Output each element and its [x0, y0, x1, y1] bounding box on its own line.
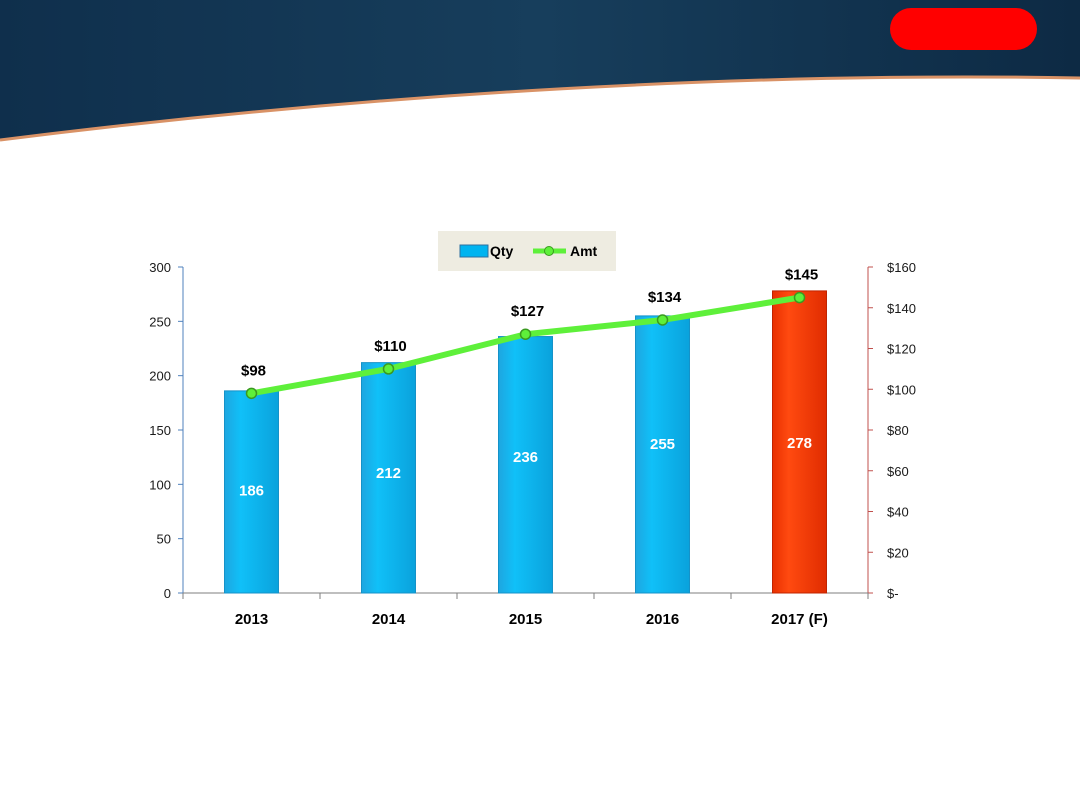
legend-qty-swatch: [459, 244, 489, 258]
x-category-label: 2016: [646, 611, 679, 628]
y-right-tick-label: $-: [887, 586, 899, 601]
axes: 0 50 100 150 200 250 300 $- $20 $40 $60 $80 $100 $120…: [149, 260, 916, 628]
y-left-tick-label: 50: [157, 532, 171, 547]
legend-amt-marker: [544, 246, 554, 256]
x-category-label: 2017 (F): [771, 611, 828, 628]
amt-line: $98 $110 $127 $134 $145: [241, 267, 818, 400]
amt-point-label: $127: [511, 303, 544, 320]
y-left-tick-label: 300: [149, 260, 171, 275]
y-left-tick-label: 0: [164, 586, 171, 601]
amt-point: [519, 328, 532, 340]
amt-point-label: $145: [785, 267, 818, 284]
badge-pill: [890, 8, 1037, 50]
amt-point-label: $110: [374, 338, 407, 355]
y-right-tick-label: $80: [887, 423, 909, 438]
qty-bar: [635, 315, 690, 594]
y-left-tick-label: 250: [149, 314, 171, 329]
x-category-label: 2014: [372, 611, 406, 628]
y-left-tick-label: 100: [149, 477, 171, 492]
x-category-label: 2015: [509, 611, 542, 628]
y-right-tick-label: $40: [887, 505, 909, 520]
x-category-label: 2013: [235, 611, 268, 628]
qty-bars: 186 212 236 255 278: [224, 290, 827, 594]
y-left-tick-label: 200: [149, 369, 171, 384]
legend-qty-label: Qty: [490, 243, 514, 259]
amt-point: [245, 387, 258, 400]
y-right-tick-label: $160: [887, 260, 916, 275]
y-right-tick-label: $60: [887, 464, 909, 479]
amt-point: [382, 363, 395, 375]
legend-amt-label: Amt: [570, 243, 598, 259]
y-right-tick-label: $20: [887, 545, 909, 560]
qty-bar: [224, 390, 279, 594]
qty-bar-value-label: 278: [787, 435, 812, 452]
qty-bar: [498, 336, 553, 594]
y-right-tick-label: $140: [887, 301, 916, 316]
amt-point: [656, 314, 669, 326]
qty-bar: [772, 290, 827, 594]
amt-point: [793, 291, 806, 304]
y-right-tick-label: $120: [887, 342, 916, 357]
qty-bar: [361, 362, 416, 594]
legend: Qty Amt: [438, 231, 616, 271]
amt-point-label: $134: [648, 289, 682, 306]
qty-bar-value-label: 212: [376, 465, 401, 482]
qty-bar-value-label: 255: [650, 436, 675, 453]
y-right-tick-label: $100: [887, 382, 916, 397]
qty-bar-value-label: 186: [239, 483, 264, 500]
header-banner: [0, 0, 1080, 142]
qty-bar-value-label: 236: [513, 449, 538, 466]
amt-point-label: $98: [241, 362, 266, 379]
y-left-tick-label: 150: [149, 423, 171, 438]
